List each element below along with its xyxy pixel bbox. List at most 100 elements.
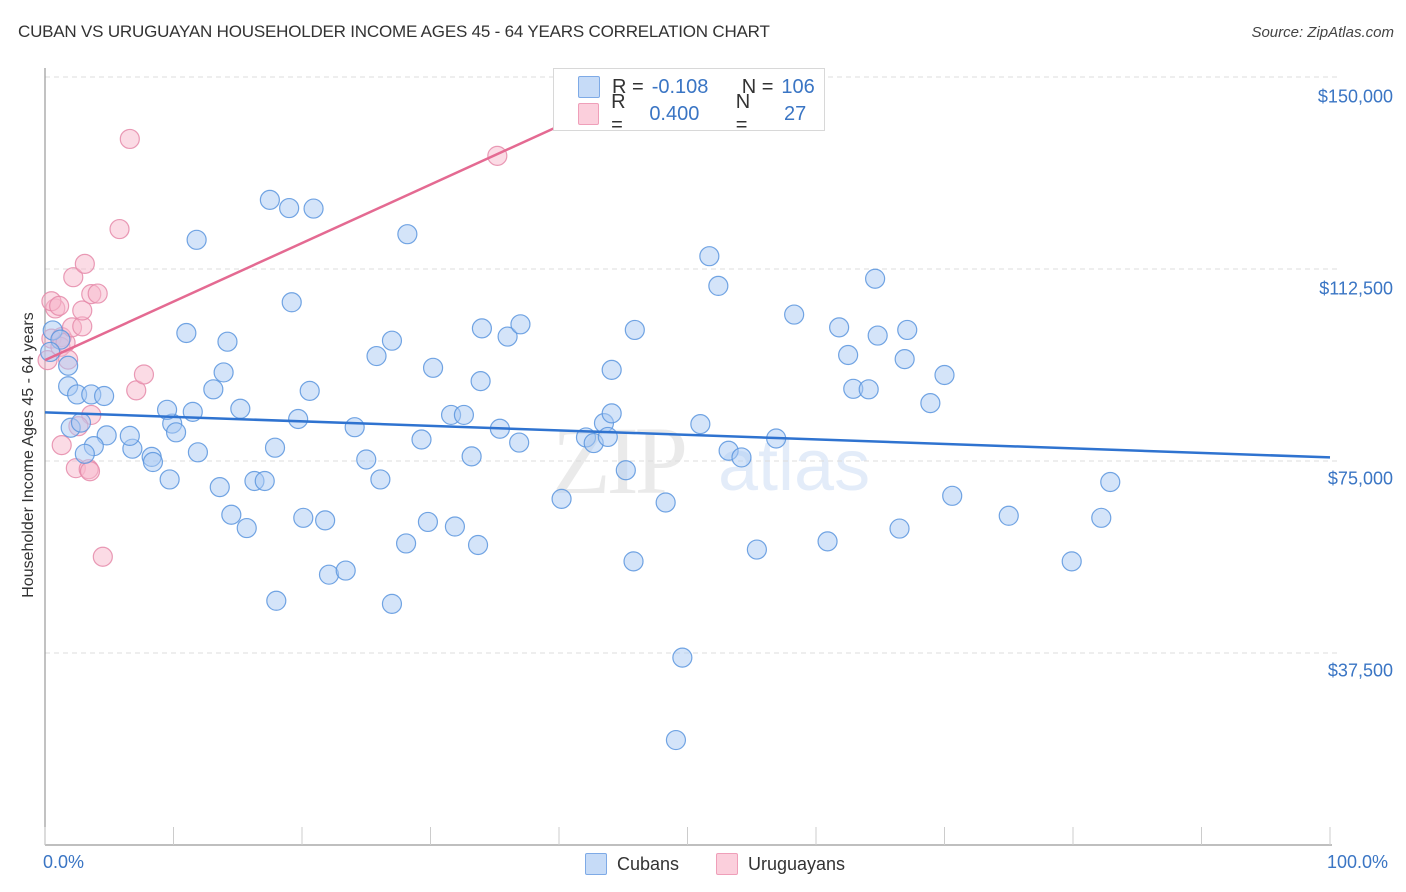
data-point — [395, 533, 417, 554]
data-point — [356, 449, 377, 470]
data-point — [865, 268, 886, 289]
legend-label-cubans: Cubans — [617, 853, 680, 874]
data-point — [497, 326, 518, 347]
data-point — [470, 371, 491, 392]
data-point — [422, 357, 444, 378]
data-point — [858, 379, 879, 400]
data-point — [370, 469, 391, 490]
data-point — [335, 560, 356, 581]
data-point — [381, 593, 403, 614]
data-point — [934, 364, 955, 386]
data-point — [897, 319, 918, 341]
data-point — [230, 398, 251, 419]
data-point — [217, 331, 238, 352]
data-point — [94, 385, 115, 407]
data-point — [281, 292, 302, 313]
data-point — [187, 442, 209, 463]
data-point — [817, 531, 838, 552]
data-point — [623, 551, 644, 572]
data-point — [920, 393, 941, 414]
data-point — [624, 319, 645, 341]
data-point — [315, 510, 336, 531]
data-point — [70, 412, 92, 433]
data-point — [203, 379, 224, 400]
data-point — [186, 229, 207, 250]
data-point — [63, 267, 84, 288]
data-point — [264, 437, 286, 458]
data-point — [92, 546, 113, 567]
legend-item-uruguayans[interactable]: Uruguayans — [716, 853, 845, 875]
data-point — [303, 198, 324, 219]
data-point — [288, 408, 309, 430]
legend-row-uruguayans: R = 0.400 N = 27 — [578, 91, 824, 136]
data-point — [221, 504, 242, 525]
data-point — [655, 492, 676, 513]
data-point — [397, 224, 418, 245]
data-point — [293, 507, 314, 528]
data-point — [213, 362, 234, 383]
y-tick-75000: $75,000 — [1327, 468, 1393, 489]
data-point — [279, 197, 300, 219]
y-tick-150000: $150,000 — [1317, 86, 1393, 107]
uruguayans-swatch-icon — [578, 103, 600, 125]
data-point — [889, 518, 910, 539]
gridlines — [45, 76, 1340, 654]
data-point — [417, 511, 439, 533]
data-point — [1061, 551, 1082, 572]
legend-item-cubans[interactable]: Cubans — [585, 853, 679, 875]
cubans-swatch-icon — [578, 76, 600, 98]
data-point — [58, 355, 79, 376]
chart-title: CUBAN VS URUGUAYAN HOUSEHOLDER INCOME AG… — [18, 22, 770, 41]
data-point — [672, 647, 693, 668]
r-value-cubans: -0.108 — [651, 75, 709, 98]
data-point — [829, 317, 850, 338]
source-label: Source: ZipAtlas.com — [1251, 24, 1394, 41]
n-label: N = — [735, 91, 751, 136]
cubans-points — [40, 189, 1121, 751]
cubans-legend-icon — [585, 853, 607, 875]
legend-label-uruguayans: Uruguayans — [748, 853, 846, 874]
data-point — [471, 318, 492, 339]
n-value-cubans: 106 — [781, 75, 815, 98]
data-point — [461, 446, 482, 467]
axes — [44, 68, 1332, 846]
data-point — [453, 404, 475, 426]
uruguayans-trendline — [44, 121, 566, 362]
data-point — [894, 349, 915, 370]
data-point — [942, 485, 963, 506]
data-point — [601, 403, 622, 424]
data-point — [109, 218, 130, 240]
data-point — [142, 451, 164, 473]
data-point — [119, 425, 140, 447]
trendlines — [44, 121, 1331, 459]
data-point — [299, 380, 320, 401]
data-point — [259, 189, 280, 210]
data-point — [176, 322, 197, 344]
data-point — [867, 325, 888, 346]
data-point — [708, 275, 729, 296]
data-point — [79, 461, 101, 482]
r-value-uruguayans: 0.400 — [649, 102, 700, 125]
data-point — [510, 314, 531, 335]
data-point — [236, 517, 257, 539]
data-point — [784, 304, 805, 325]
uruguayans-legend-icon — [716, 853, 738, 875]
data-point — [159, 469, 180, 490]
data-point — [74, 443, 95, 464]
legend-row-cubans: R = -0.108 N = 106 — [578, 76, 823, 98]
data-point — [72, 300, 93, 321]
data-point — [699, 246, 720, 267]
data-point — [266, 590, 287, 611]
data-point — [998, 505, 1019, 526]
data-point — [344, 417, 365, 438]
cubans-trendline — [44, 411, 1331, 459]
n-value-uruguayans: 27 — [783, 102, 807, 125]
correlation-legend: R = -0.108 N = 106 R = 0.400 N = 27 — [553, 68, 825, 136]
x-tick-min: 0.0% — [43, 852, 85, 872]
data-point — [49, 295, 70, 316]
data-point — [746, 539, 767, 560]
data-point — [665, 729, 687, 751]
data-point — [690, 414, 711, 435]
n-label: N = — [741, 75, 774, 98]
